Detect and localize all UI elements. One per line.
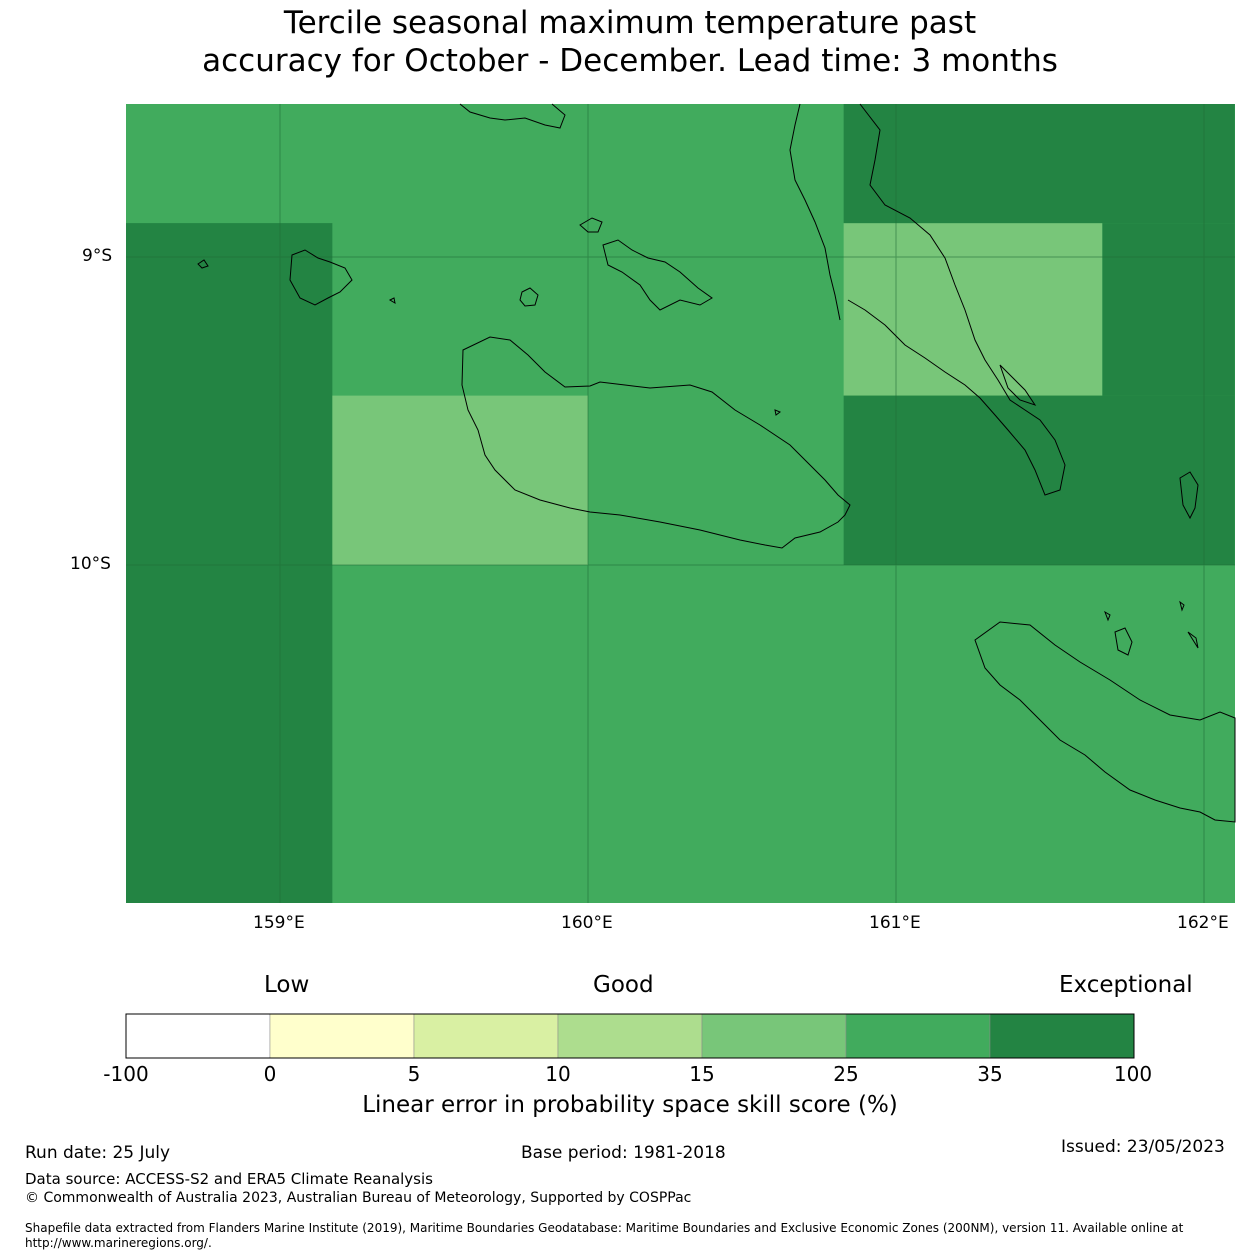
colorbar-swatch-4: [701, 1013, 847, 1059]
issued-date: Issued: 23/05/2023: [1061, 1137, 1225, 1157]
shapefile-credit-line-2: http://www.marineregions.org/.: [25, 1236, 212, 1250]
island-small-5: [1179, 600, 1185, 612]
colorbar-category-exceptional: Exceptional: [1059, 972, 1193, 998]
shapefile-credit: Shapefile data extracted from Flanders M…: [25, 1221, 1235, 1251]
lon-label-159e: 159°E: [253, 913, 305, 933]
colorbar-tick: 5: [407, 1062, 421, 1086]
lat-label-10s: 10°S: [70, 554, 111, 574]
island-small-malaita: [999, 364, 1037, 406]
colorbar: [125, 1013, 1135, 1059]
lon-label-160e: 160°E: [561, 913, 613, 933]
island-malaita: [847, 103, 1066, 496]
island-florida: [579, 217, 603, 233]
skill-cell-2: [843, 223, 1103, 396]
colorbar-tick: 0: [263, 1062, 277, 1086]
colorbar-swatch-5: [845, 1013, 991, 1059]
run-date: Run date: 25 July: [25, 1143, 171, 1163]
colorbar-frame: [125, 1013, 1135, 1059]
island-florida-2: [602, 239, 713, 311]
island-santa-isabel: [459, 103, 566, 129]
colorbar-swatch-6: [989, 1013, 1135, 1059]
island-small-6: [1187, 631, 1199, 649]
island-small-4: [1104, 610, 1111, 622]
colorbar-category-good: Good: [593, 972, 654, 998]
map-title: Tercile seasonal maximum temperature pas…: [0, 4, 1260, 80]
skill-cell-1: [332, 395, 588, 565]
colorbar-swatch-1: [269, 1013, 415, 1059]
lon-label-161e: 161°E: [869, 913, 921, 933]
skill-cell-4: [1102, 223, 1235, 396]
colorbar-tick: -100: [103, 1062, 149, 1086]
island-russell: [289, 249, 353, 306]
island-ulawa: [1179, 471, 1199, 520]
lon-label-162e: 162°E: [1177, 913, 1229, 933]
colorbar-swatch-2: [413, 1013, 559, 1059]
shapefile-credit-line-1: Shapefile data extracted from Flanders M…: [25, 1221, 1184, 1235]
colorbar-label: Linear error in probability space skill …: [362, 1092, 898, 1118]
island-savo: [519, 287, 539, 307]
skill-cell-0: [126, 223, 333, 903]
colorbar-tick: 100: [1113, 1062, 1153, 1086]
colorbar-tick: 25: [833, 1062, 859, 1086]
copyright: © Commonwealth of Australia 2023, Austra…: [25, 1190, 692, 1206]
colorbar-category-low: Low: [264, 972, 310, 998]
colorbar-tick: 35: [977, 1062, 1003, 1086]
title-line-1: Tercile seasonal maximum temperature pas…: [283, 5, 977, 41]
title-line-2: accuracy for October - December. Lead ti…: [202, 43, 1058, 79]
island-small-3: [1114, 627, 1133, 656]
island-ngella-coast: [789, 103, 841, 321]
island-guadalcanal: [461, 336, 851, 549]
island-small-1: [197, 259, 209, 269]
colorbar-swatch-3: [557, 1013, 703, 1059]
skill-cell-3: [843, 104, 1235, 224]
base-period: Base period: 1981-2018: [521, 1143, 726, 1163]
island-small-2: [388, 297, 396, 305]
island-makira: [974, 621, 1236, 823]
coastlines: [197, 103, 1236, 823]
lat-label-9s: 9°S: [82, 246, 113, 266]
colorbar-tick: 10: [545, 1062, 571, 1086]
colorbar-swatch-0: [125, 1013, 271, 1059]
gridlines: [126, 104, 1235, 903]
island-small-7: [774, 409, 782, 416]
skill-cells: [126, 104, 1235, 903]
data-source: Data source: ACCESS-S2 and ERA5 Climate …: [25, 1170, 433, 1188]
colorbar-tick: 15: [689, 1062, 715, 1086]
